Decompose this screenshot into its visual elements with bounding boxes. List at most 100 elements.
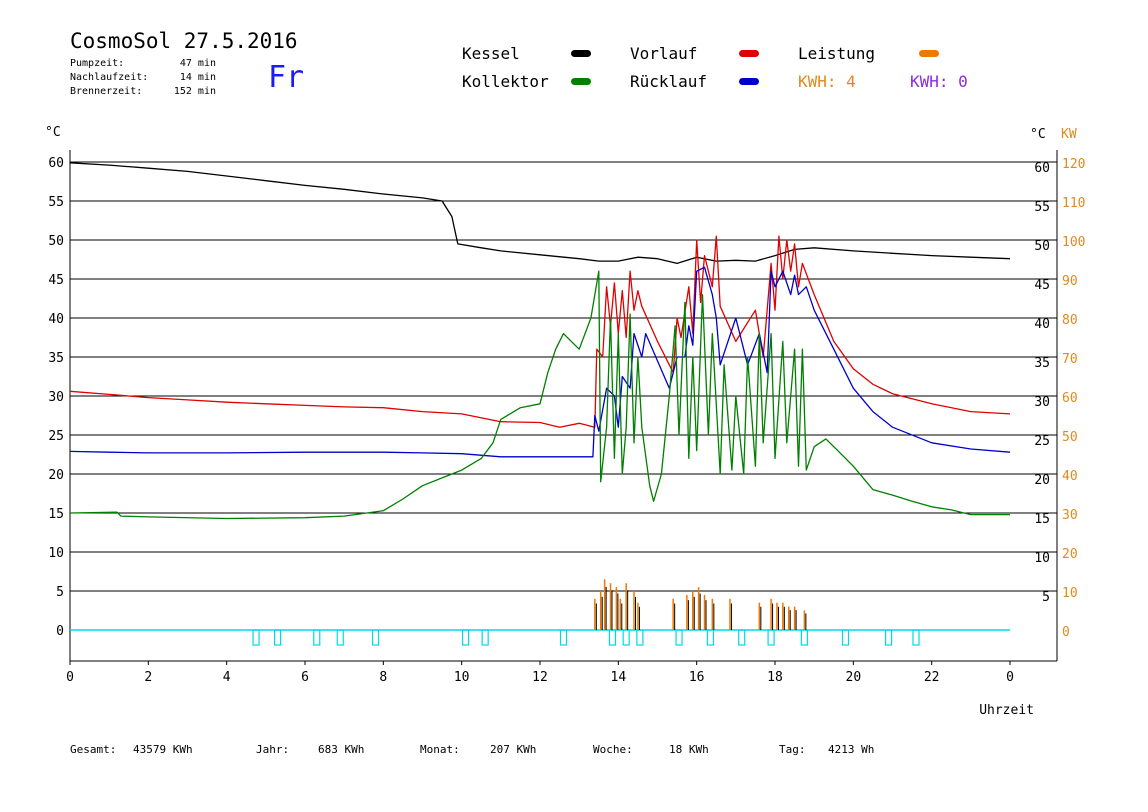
kw-tick-label: 80 (1062, 313, 1078, 328)
kw-axis-unit: KW (1061, 127, 1077, 142)
pump-mark (273, 629, 282, 646)
series-line-vorlauf (69, 235, 1011, 428)
y-right-tick-label: 10 (1034, 551, 1050, 566)
y-tick-label: 25 (48, 429, 64, 444)
footer-tag-label: Tag: (779, 743, 806, 756)
pump-mark (371, 629, 380, 646)
footer-woche-value: 18 KWh (669, 743, 709, 756)
kw-tick-label: 70 (1062, 352, 1078, 367)
legend-vorlauf-swatch (739, 50, 759, 57)
legend-kwh-other: KWH: 0 (910, 72, 968, 91)
pump-mark (738, 629, 746, 646)
pump-mark (336, 629, 344, 646)
series-line-kollektor (69, 270, 1010, 520)
stat-value-nachlaufzeit: 14 min (179, 72, 216, 83)
y-tick-label: 20 (48, 468, 64, 483)
legend-kwh-solar: KWH: 4 (798, 72, 856, 91)
y-tick-label: 40 (48, 312, 64, 327)
series-line-kessel (69, 162, 1011, 265)
y-right-tick-label: 5 (1042, 590, 1050, 605)
y-tick-label: 30 (48, 390, 64, 405)
y-right-tick-label: 35 (1034, 356, 1050, 371)
series-line-ruecklauf (69, 266, 1011, 458)
y-right-tick-label: 45 (1034, 278, 1050, 293)
pump-mark (252, 629, 260, 646)
footer-gesamt-label: Gesamt: (70, 743, 117, 756)
x-axis-label: Uhrzeit (979, 703, 1034, 718)
legend-ruecklauf-label: Rücklauf (630, 72, 708, 91)
y-right-tick-label: 40 (1034, 317, 1050, 332)
x-tick-label: 22 (924, 670, 940, 685)
kw-tick-label: 100 (1062, 235, 1085, 250)
x-tick-label: 0 (66, 670, 74, 685)
pump-mark (884, 629, 893, 646)
kw-tick-label: 20 (1062, 547, 1078, 562)
kw-tick-label: 60 (1062, 391, 1078, 406)
page-title: CosmoSol 27.5.2016 (70, 29, 298, 53)
pump-mark (706, 629, 714, 646)
pump-mark (622, 629, 630, 646)
stat-value-pumpzeit: 47 min (179, 58, 216, 69)
y-tick-label: 5 (56, 585, 64, 600)
y-axis-unit-right: °C (1030, 127, 1046, 142)
legend-ruecklauf-swatch (739, 78, 759, 85)
y-tick-label: 0 (56, 624, 64, 639)
y-right-tick-label: 55 (1034, 200, 1050, 215)
y-right-tick-label: 50 (1034, 239, 1050, 254)
x-tick-label: 20 (846, 670, 862, 685)
pump-mark (841, 629, 850, 646)
kw-tick-label: 90 (1062, 274, 1078, 289)
x-tick-label: 18 (767, 670, 783, 685)
x-tick-label: 12 (532, 670, 548, 685)
stat-label-pumpzeit: Pumpzeit: (70, 58, 125, 69)
x-tick-label: 6 (301, 670, 309, 685)
pump-mark (800, 629, 808, 646)
x-tick-label: 0 (1006, 670, 1014, 685)
pump-mark (481, 629, 489, 646)
pump-mark (767, 629, 775, 646)
stat-label-brennerzeit: Brennerzeit: (70, 86, 143, 97)
legend-leistung-label: Leistung (798, 44, 876, 63)
pump-mark (675, 629, 683, 646)
pump-mark (461, 629, 470, 646)
y-tick-label: 60 (48, 156, 64, 171)
kw-tick-label: 120 (1062, 157, 1085, 172)
stat-label-nachlaufzeit: Nachlaufzeit: (70, 72, 149, 83)
kw-tick-label: 30 (1062, 508, 1078, 523)
weekday: Fr (268, 60, 305, 95)
x-tick-label: 8 (379, 670, 387, 685)
footer-monat-label: Monat: (420, 743, 460, 756)
pump-mark (313, 629, 321, 646)
stat-value-brennerzeit: 152 min (173, 86, 216, 97)
legend-kollektor-swatch (571, 78, 591, 85)
y-tick-label: 55 (48, 195, 64, 210)
y-tick-label: 15 (48, 507, 64, 522)
legend-kessel-swatch (571, 50, 591, 57)
y-right-tick-label: 30 (1034, 395, 1050, 410)
footer-jahr-label: Jahr: (256, 743, 290, 756)
pump-mark (636, 629, 644, 646)
kw-tick-label: 50 (1062, 430, 1078, 445)
x-tick-label: 14 (611, 670, 627, 685)
x-tick-label: 16 (689, 670, 705, 685)
y-right-tick-label: 20 (1034, 473, 1050, 488)
x-tick-label: 4 (223, 670, 231, 685)
legend-vorlauf-label: Vorlauf (630, 44, 698, 63)
pump-mark (912, 629, 920, 646)
kw-tick-label: 0 (1062, 625, 1070, 640)
legend-kollektor-label: Kollektor (462, 72, 549, 91)
kw-tick-label: 40 (1062, 469, 1078, 484)
y-axis-unit-left: °C (45, 125, 61, 140)
y-right-tick-label: 15 (1034, 512, 1050, 527)
footer-jahr-value: 683 KWh (318, 743, 365, 756)
y-tick-label: 50 (48, 234, 64, 249)
footer-gesamt-value: 43579 KWh (133, 743, 193, 756)
x-tick-label: 10 (454, 670, 470, 685)
pump-mark (559, 629, 568, 646)
y-tick-label: 35 (48, 351, 64, 366)
pump-mark (608, 629, 617, 646)
legend-kessel-label: Kessel (462, 44, 520, 63)
legend-leistung-swatch (919, 50, 939, 57)
kw-tick-label: 10 (1062, 586, 1078, 601)
